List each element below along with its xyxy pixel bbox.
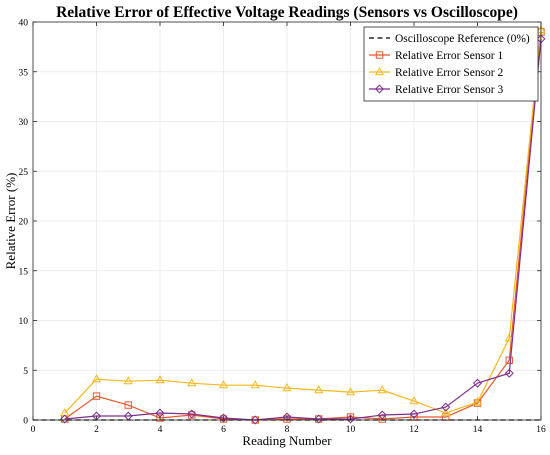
x-tick-label: 2 [94,425,99,435]
x-tick-label: 6 [221,425,226,435]
data-point-square [156,414,164,422]
data-point-square [375,51,384,59]
legend-item: Relative Error Sensor 1 [369,50,504,62]
data-point-diamond [377,410,387,420]
data-point-diamond [504,368,514,378]
data-point-diamond [345,414,356,424]
y-tick-label: 40 [19,19,29,29]
data-point-diamond [314,414,324,424]
data-point-triangle [409,396,419,405]
series-line [64,31,542,421]
data-point-triangle [472,397,483,406]
data-point-triangle [314,385,324,394]
data-point-triangle [282,383,292,392]
series-line [64,38,542,421]
data-point-diamond [441,402,451,412]
axis-ticks: 0 2 4 6 8 10 12 14 16 0 5 10 15 20 25 30 35 40 [19,19,547,436]
legend: Oscilloscope Reference (0%) Relative Erro… [363,26,539,102]
legend-label: Relative Error Sensor 1 [395,50,504,62]
y-tick-label: 0 [23,417,28,427]
data-point-triangle [218,380,229,389]
data-point-square [92,392,101,400]
y-tick-label: 30 [19,118,29,128]
x-tick-label: 4 [158,425,163,435]
legend-item: Relative Error Sensor 2 [369,66,504,79]
y-tick-label: 35 [19,68,29,78]
legend-label: Relative Error Sensor 3 [395,84,504,96]
x-tick-label: 0 [31,425,36,435]
series-line [64,29,542,414]
y-tick-label: 20 [19,218,29,228]
data-point-triangle [377,385,387,394]
series-4 [60,34,546,425]
data-point-diamond [472,378,483,388]
data-point-triangle [250,380,260,389]
data-point-triangle [187,378,197,387]
y-tick-label: 15 [19,267,29,277]
data-point-triangle [504,333,514,342]
y-tick-label: 10 [19,317,29,327]
data-point-triangle [123,376,133,385]
data-point-diamond [187,409,197,419]
x-tick-label: 12 [409,425,419,435]
legend-label: Relative Error Sensor 2 [395,67,504,79]
data-point-triangle [345,387,356,396]
x-tick-label: 14 [473,425,483,435]
y-tick-label: 25 [19,168,29,178]
x-tick-label: 10 [346,425,356,435]
legend-item: Relative Error Sensor 3 [369,84,504,96]
legend-box [363,26,539,102]
legend-label: Oscilloscope Reference (0%) [395,33,530,45]
x-axis-label: Reading Number [242,433,332,448]
data-point-diamond [282,412,292,422]
data-point-triangle [441,408,451,417]
chart-title: Relative Error of Effective Voltage Read… [56,4,518,21]
data-point-diamond [374,84,385,94]
data-point-square [505,356,513,365]
y-tick-label: 5 [23,367,28,377]
y-axis-label: Relative Error (%) [3,173,18,270]
data-point-diamond [218,413,229,423]
x-tick-label: 16 [536,425,546,435]
data-point-square [378,415,386,423]
data-point-diamond [250,415,260,425]
data-point-triangle [91,374,102,383]
data-point-triangle [155,375,165,384]
data-point-diamond [60,414,70,424]
series-3 [60,24,546,417]
data-point-square [283,415,291,423]
data-point-triangle [374,66,385,76]
x-tick-label: 8 [285,425,290,435]
data-point-square [124,401,132,409]
legend-item: Oscilloscope Reference (0%) [369,33,530,45]
plot-series [33,24,546,425]
